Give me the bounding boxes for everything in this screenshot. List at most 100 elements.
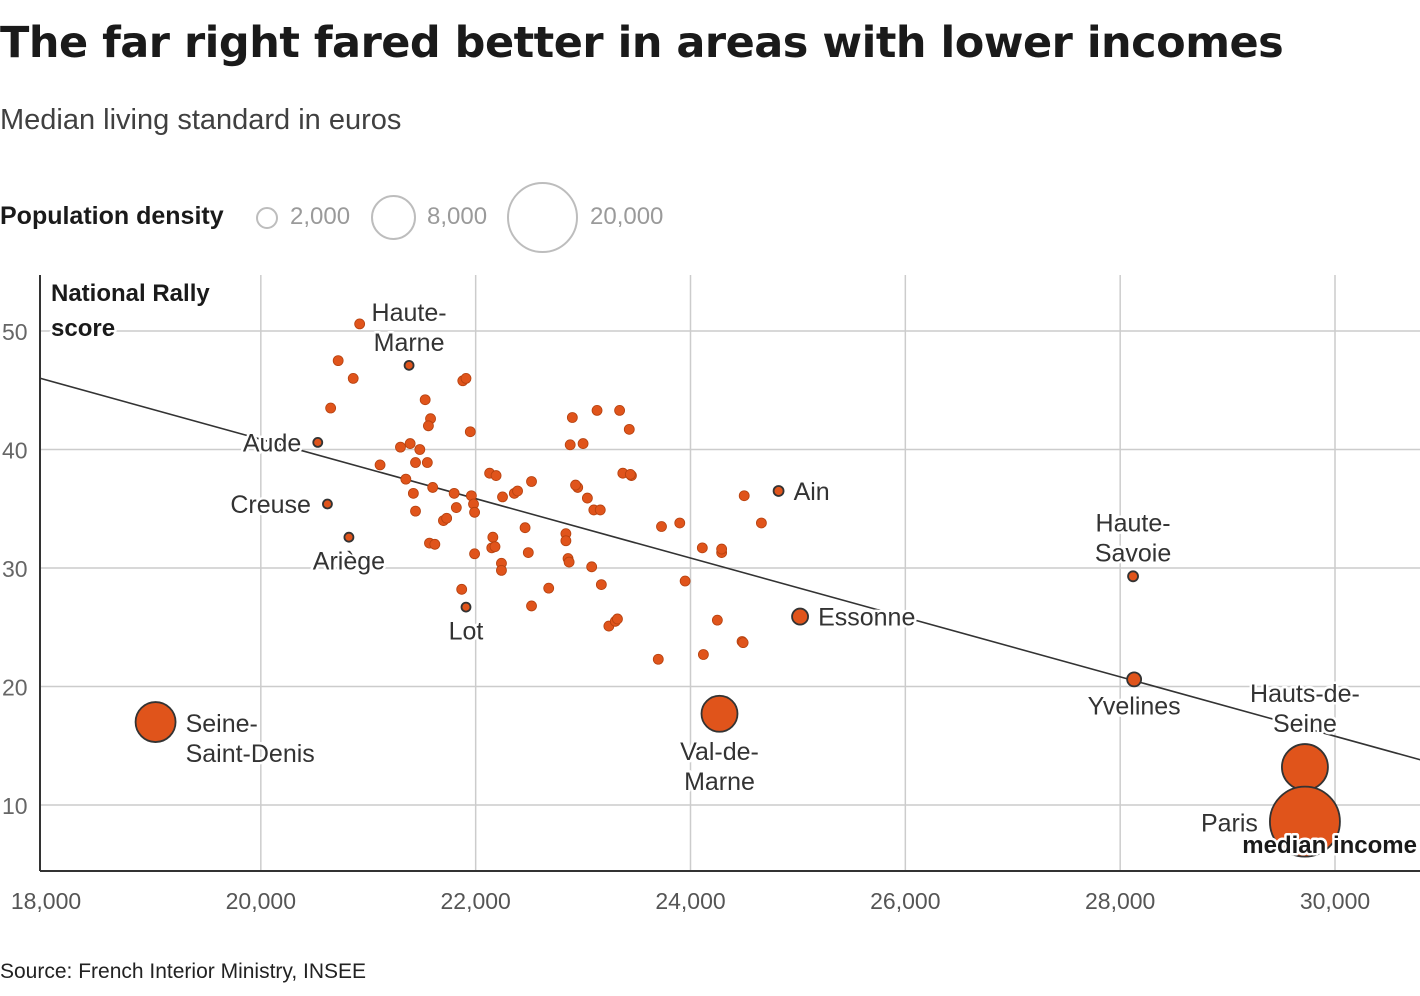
point-haute-savoie (1127, 570, 1139, 583)
point-label-ain: Ain (794, 478, 830, 506)
data-point (612, 613, 623, 625)
point-yvelines (1126, 671, 1143, 688)
data-point (487, 531, 499, 543)
data-point (407, 487, 419, 499)
data-point (577, 438, 589, 449)
y-tick-label: 10 (2, 793, 28, 819)
point-seine-saint-denis (134, 701, 177, 743)
data-point (460, 373, 472, 384)
legend-circle-large (507, 182, 578, 253)
point-label-essonne: Essonne (818, 604, 915, 632)
data-point (560, 535, 572, 547)
data-point (755, 517, 767, 529)
data-point (656, 521, 667, 532)
x-tick-label: 30,000 (1300, 888, 1370, 914)
data-point (423, 420, 434, 432)
point-label-haute-marne: Haute- (372, 299, 447, 327)
data-point (325, 402, 337, 414)
point-paris (1269, 785, 1341, 858)
data-point (419, 394, 431, 406)
data-point (410, 505, 421, 517)
y-axis-label-line-2: score (51, 315, 115, 342)
data-point (591, 404, 603, 416)
x-tick-label: 26,000 (870, 888, 940, 914)
data-point (464, 426, 476, 438)
data-point (496, 564, 507, 576)
point-ain (772, 485, 785, 497)
chart-title: The far right fared better in areas with… (0, 18, 1284, 68)
data-point (469, 506, 480, 518)
x-tick-label: 20,000 (226, 888, 296, 914)
data-point (519, 522, 531, 534)
data-point (374, 459, 386, 471)
data-point (427, 482, 439, 493)
point-lot (460, 601, 472, 613)
point-label-val-de-marne: Marne (684, 768, 755, 796)
point-label-haute-savoie: Haute- (1096, 509, 1171, 537)
data-point (347, 373, 359, 384)
data-point (354, 318, 366, 330)
axis-layer: 10 20 30 40 50 18,000 20,000 22,000 24,000 26,000… (2, 275, 1420, 914)
data-point (489, 541, 501, 553)
data-point (716, 543, 728, 555)
point-label-ari-ge: Ariège (313, 548, 385, 576)
trend-line (40, 377, 1420, 761)
data-point (404, 438, 416, 449)
data-point (522, 547, 534, 558)
data-point (421, 457, 433, 468)
legend-circle-medium (371, 195, 416, 240)
point-haute-marne (403, 359, 415, 371)
data-point (456, 583, 468, 595)
y-tick-label: 50 (2, 319, 28, 345)
point-label-aude: Aude (243, 429, 301, 457)
data-point (737, 637, 749, 649)
data-point (469, 548, 480, 560)
data-point (679, 575, 691, 587)
data-point (586, 561, 598, 573)
point-hauts-de-seine (1281, 743, 1329, 791)
data-point (441, 512, 453, 524)
data-point (543, 582, 555, 594)
data-point (738, 490, 750, 502)
point-label-paris: Paris (1201, 810, 1258, 838)
point-label-haute-savoie: Savoie (1095, 539, 1171, 567)
point-val-de-marne (700, 694, 739, 733)
data-point (450, 502, 462, 513)
data-point (652, 653, 664, 665)
data-point (497, 491, 508, 503)
data-point (526, 600, 537, 612)
data-point (563, 556, 575, 568)
legend-label-medium: 8,000 (427, 203, 488, 230)
point-label-seine-saint-denis: Seine- (186, 710, 258, 738)
point-label-seine-saint-denis: Saint-Denis (186, 740, 315, 768)
y-tick-label: 30 (2, 556, 28, 582)
point-creuse (322, 498, 333, 510)
data-point (429, 538, 441, 550)
data-point (490, 470, 502, 481)
source-note: Source: French Interior Ministry, INSEE (0, 960, 367, 983)
point-label-yvelines: Yvelines (1088, 692, 1181, 720)
x-tick-label: 18,000 (11, 888, 81, 914)
data-point (674, 517, 686, 529)
data-point (711, 614, 723, 626)
data-point (581, 492, 593, 504)
legend-label-small: 2,000 (290, 203, 351, 230)
dots-layer (134, 318, 1341, 858)
point-aude (312, 436, 324, 448)
population-density-legend: Population density 2,000 8,000 20,000 (0, 180, 700, 256)
data-point (526, 476, 537, 487)
y-axis-label-line-1: National Rally (51, 280, 210, 307)
labels-layer: Haute-MarneAudeCreuseAriègeLotAinEssonne… (183, 296, 1362, 840)
legend-circle-small (256, 207, 278, 229)
data-point (624, 468, 636, 480)
y-tick-label: 20 (2, 675, 28, 701)
data-point (566, 412, 578, 423)
x-tick-label: 28,000 (1085, 888, 1155, 914)
data-point (400, 473, 412, 485)
data-point (332, 355, 344, 367)
data-point (594, 504, 606, 516)
y-tick-label: 40 (2, 438, 28, 464)
point-label-hauts-de-seine: Seine (1273, 710, 1337, 738)
data-point (595, 579, 607, 590)
point-label-val-de-marne: Val-de- (680, 738, 759, 766)
